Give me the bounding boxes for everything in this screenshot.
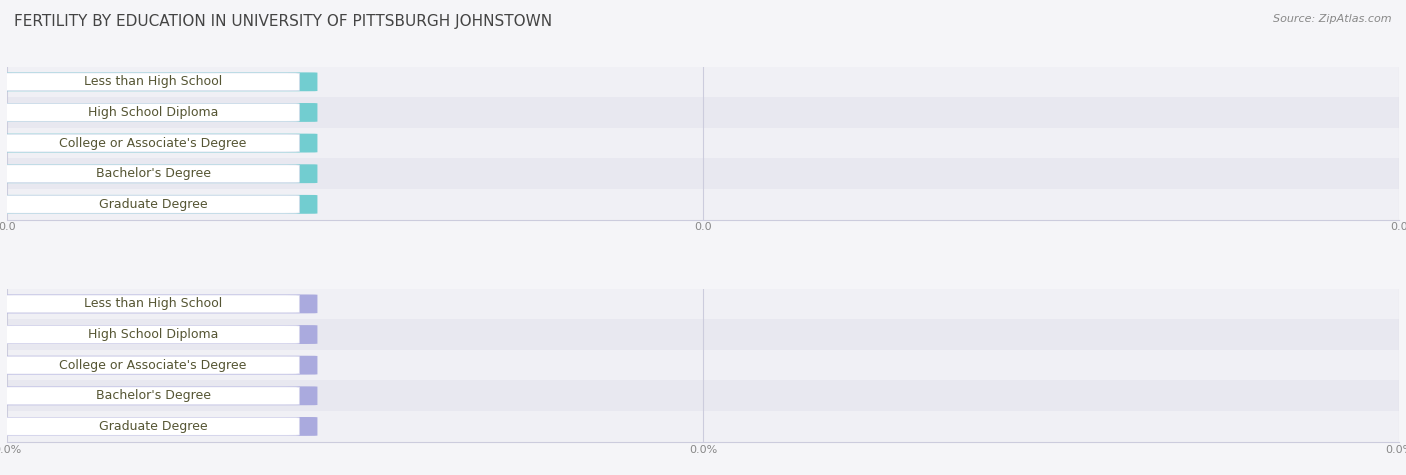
Text: 0.0: 0.0: [280, 138, 299, 148]
FancyBboxPatch shape: [0, 417, 318, 436]
Text: 0.0: 0.0: [280, 107, 299, 117]
FancyBboxPatch shape: [0, 133, 318, 152]
Text: Graduate Degree: Graduate Degree: [98, 198, 208, 211]
Text: College or Associate's Degree: College or Associate's Degree: [59, 359, 247, 371]
Text: FERTILITY BY EDUCATION IN UNIVERSITY OF PITTSBURGH JOHNSTOWN: FERTILITY BY EDUCATION IN UNIVERSITY OF …: [14, 14, 553, 29]
FancyBboxPatch shape: [0, 103, 318, 122]
FancyBboxPatch shape: [0, 295, 299, 313]
Bar: [7, 97, 1399, 128]
Text: Less than High School: Less than High School: [84, 297, 222, 310]
Text: Bachelor's Degree: Bachelor's Degree: [96, 390, 211, 402]
FancyBboxPatch shape: [0, 134, 299, 152]
FancyBboxPatch shape: [0, 72, 318, 91]
Bar: [7, 158, 1399, 189]
Text: Bachelor's Degree: Bachelor's Degree: [96, 167, 211, 180]
Bar: [7, 411, 1399, 442]
FancyBboxPatch shape: [0, 387, 299, 405]
Text: 0.0%: 0.0%: [269, 360, 299, 370]
Text: 0.0%: 0.0%: [269, 421, 299, 431]
FancyBboxPatch shape: [0, 386, 318, 405]
FancyBboxPatch shape: [0, 325, 318, 344]
Text: 0.0%: 0.0%: [269, 299, 299, 309]
Bar: [7, 128, 1399, 158]
Text: Graduate Degree: Graduate Degree: [98, 420, 208, 433]
Bar: [7, 289, 1399, 319]
Bar: [7, 380, 1399, 411]
Text: Source: ZipAtlas.com: Source: ZipAtlas.com: [1274, 14, 1392, 24]
FancyBboxPatch shape: [0, 104, 299, 121]
Text: High School Diploma: High School Diploma: [89, 328, 218, 341]
Text: 0.0: 0.0: [280, 200, 299, 209]
Text: 0.0%: 0.0%: [269, 391, 299, 401]
Text: 0.0: 0.0: [280, 169, 299, 179]
FancyBboxPatch shape: [0, 195, 318, 214]
Bar: [7, 319, 1399, 350]
FancyBboxPatch shape: [0, 356, 318, 375]
Bar: [7, 66, 1399, 97]
FancyBboxPatch shape: [0, 326, 299, 343]
Bar: [7, 350, 1399, 380]
FancyBboxPatch shape: [0, 165, 299, 182]
Text: High School Diploma: High School Diploma: [89, 106, 218, 119]
FancyBboxPatch shape: [0, 196, 299, 213]
FancyBboxPatch shape: [0, 164, 318, 183]
FancyBboxPatch shape: [0, 418, 299, 435]
FancyBboxPatch shape: [0, 294, 318, 314]
Text: 0.0: 0.0: [280, 77, 299, 87]
FancyBboxPatch shape: [0, 73, 299, 91]
Text: College or Associate's Degree: College or Associate's Degree: [59, 137, 247, 150]
Text: Less than High School: Less than High School: [84, 76, 222, 88]
Text: 0.0%: 0.0%: [269, 330, 299, 340]
Bar: [7, 189, 1399, 219]
FancyBboxPatch shape: [0, 356, 299, 374]
